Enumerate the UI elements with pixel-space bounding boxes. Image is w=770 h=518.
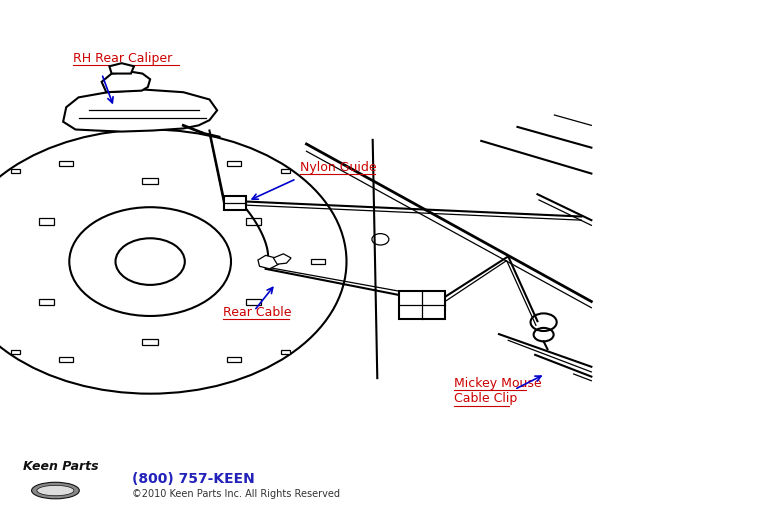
Bar	[399, 291, 445, 319]
Bar	[11, 350, 20, 354]
Bar	[224, 196, 246, 210]
Text: RH Rear Caliper: RH Rear Caliper	[73, 52, 172, 65]
Text: ©2010 Keen Parts Inc. All Rights Reserved: ©2010 Keen Parts Inc. All Rights Reserve…	[132, 490, 340, 499]
Bar	[39, 219, 55, 225]
Bar	[246, 219, 261, 225]
Bar	[280, 169, 290, 173]
Bar	[59, 357, 73, 362]
Polygon shape	[102, 71, 150, 92]
Text: Nylon Guide: Nylon Guide	[300, 161, 377, 174]
Bar	[227, 161, 241, 166]
Ellipse shape	[37, 485, 74, 496]
Text: Mickey Mouse: Mickey Mouse	[454, 377, 542, 390]
Bar	[142, 339, 158, 345]
Ellipse shape	[32, 482, 79, 499]
Bar	[11, 169, 20, 173]
Bar	[39, 298, 55, 305]
Text: Keen Parts: Keen Parts	[23, 461, 99, 473]
Text: Rear Cable: Rear Cable	[223, 306, 292, 319]
Text: Cable Clip: Cable Clip	[454, 392, 517, 405]
Polygon shape	[109, 63, 134, 74]
Polygon shape	[273, 254, 291, 264]
Text: (800) 757-KEEN: (800) 757-KEEN	[132, 472, 255, 486]
Bar	[142, 178, 158, 184]
Polygon shape	[258, 255, 279, 269]
Polygon shape	[63, 90, 217, 132]
Bar	[59, 161, 73, 166]
Bar	[227, 357, 241, 362]
Bar	[280, 350, 290, 354]
Bar	[311, 259, 325, 264]
Bar	[246, 299, 261, 305]
